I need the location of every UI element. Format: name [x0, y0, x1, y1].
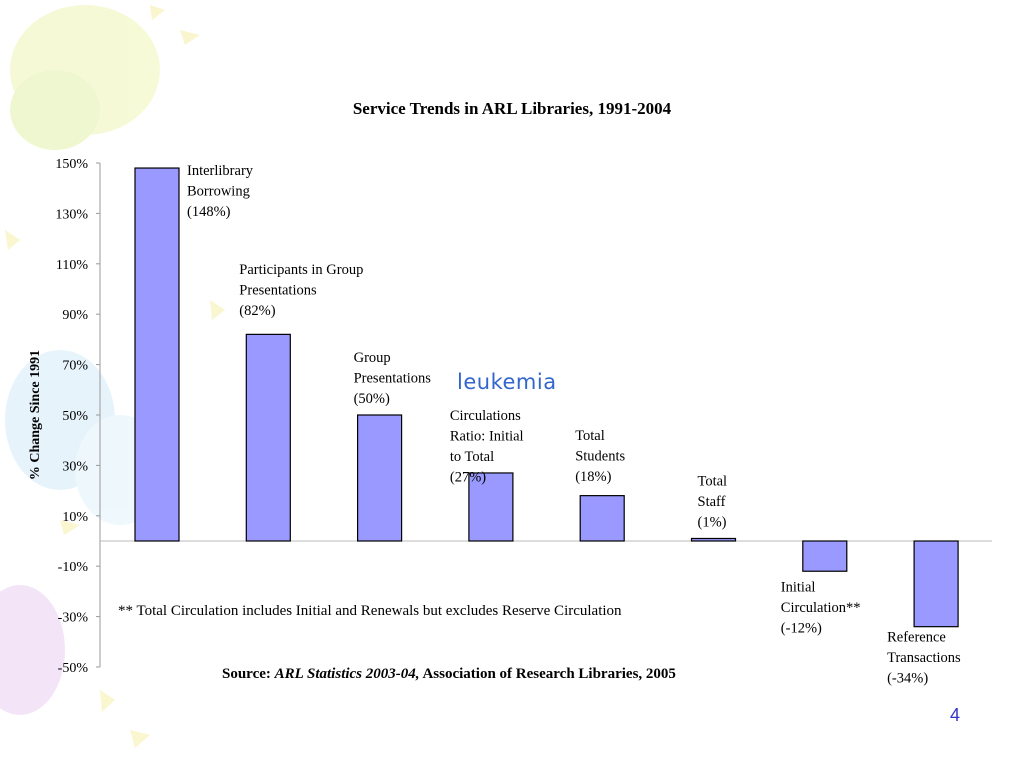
data-label-line: Circulation** — [781, 600, 861, 616]
y-tick-label: 150% — [55, 157, 88, 172]
data-label: Initial Circulation** (-12%) — [781, 579, 861, 636]
balloon-yellow-icon — [10, 5, 160, 150]
data-label-line: Students — [575, 449, 625, 465]
data-label-line: (1%) — [698, 514, 727, 530]
data-label-line: Total — [575, 428, 605, 444]
confetti-icon — [5, 5, 225, 748]
data-label-line: (148%) — [187, 204, 231, 220]
chart-axes — [99, 163, 992, 667]
bar — [913, 540, 959, 628]
y-tick-label: -30% — [58, 611, 89, 626]
data-label-line: (50%) — [354, 391, 390, 407]
source-line: Source: ARL Statistics 2003-04, Associat… — [222, 666, 676, 683]
bar — [802, 540, 848, 572]
overlay-word: leukemia — [457, 370, 557, 394]
y-tick-label: 130% — [55, 207, 88, 222]
data-label-line: Borrowing — [187, 184, 250, 200]
footnote: ** Total Circulation includes Initial an… — [118, 603, 622, 619]
y-tick-label: 50% — [62, 409, 88, 424]
data-label-line: Presentations — [354, 371, 432, 387]
data-label: Group Presentations (50%) — [354, 350, 432, 407]
y-tick-label: 70% — [62, 359, 88, 374]
data-label-line: (27%) — [450, 469, 486, 485]
bar — [579, 495, 625, 542]
bar-series — [134, 167, 959, 628]
data-label-line: Participants in Group — [239, 262, 363, 278]
data-label: Circulations Ratio: Initial to Total (27%) — [450, 408, 524, 486]
bar — [468, 472, 514, 542]
data-label-line: Circulations — [450, 408, 521, 424]
data-label-line: Staff — [698, 494, 726, 510]
data-label-line: to Total — [450, 449, 494, 465]
data-label-line: (-34%) — [887, 671, 928, 687]
balloon-purple-icon — [0, 585, 65, 715]
bar — [357, 414, 403, 542]
source-publication: ARL Statistics 2003-04, — [274, 666, 420, 682]
data-label-line: (-12%) — [781, 620, 822, 636]
data-label: Total Staff (1%) — [698, 473, 728, 530]
data-label-line: Total — [698, 473, 728, 489]
y-axis-label: % Change Since 1991 — [28, 349, 43, 481]
slide-number: 4 — [950, 705, 961, 725]
data-label-line: Presentations — [239, 282, 317, 298]
data-label-line: (82%) — [239, 303, 275, 319]
y-tick-label: 110% — [56, 258, 88, 273]
data-label-line: Reference — [887, 630, 946, 646]
data-label: Interlibrary Borrowing (148%) — [187, 163, 254, 220]
y-tick-label: -50% — [58, 661, 89, 676]
data-label-line: Transactions — [887, 650, 961, 666]
data-label-line: Interlibrary — [187, 163, 254, 179]
source-prefix: Source: — [222, 666, 275, 682]
y-axis-ticks: 150% 130% 110% 90% 70% 50% 30% 10% -10% -30% -50% — [55, 157, 100, 676]
bar — [245, 333, 291, 542]
y-tick-label: -10% — [58, 560, 89, 575]
data-label: Participants in Group Presentations (82%) — [239, 262, 363, 319]
y-tick-label: 30% — [62, 459, 88, 474]
data-label-line: Group — [354, 350, 391, 366]
data-labels: Interlibrary Borrowing (148%) Participants … — [187, 163, 961, 687]
data-label-line: (18%) — [575, 469, 611, 485]
chart-title: Service Trends in ARL Libraries, 1991-20… — [352, 99, 672, 118]
y-tick-label: 10% — [62, 510, 88, 525]
data-label: Reference Transactions (-34%) — [887, 630, 961, 687]
y-tick-label: 90% — [62, 308, 88, 323]
data-label-line: Initial — [781, 579, 816, 595]
source-publisher: Association of Research Libraries, 2005 — [422, 666, 676, 682]
data-label: Total Students (18%) — [575, 428, 625, 485]
bar — [134, 167, 180, 542]
bar — [690, 537, 737, 542]
data-label-line: Ratio: Initial — [450, 428, 524, 444]
